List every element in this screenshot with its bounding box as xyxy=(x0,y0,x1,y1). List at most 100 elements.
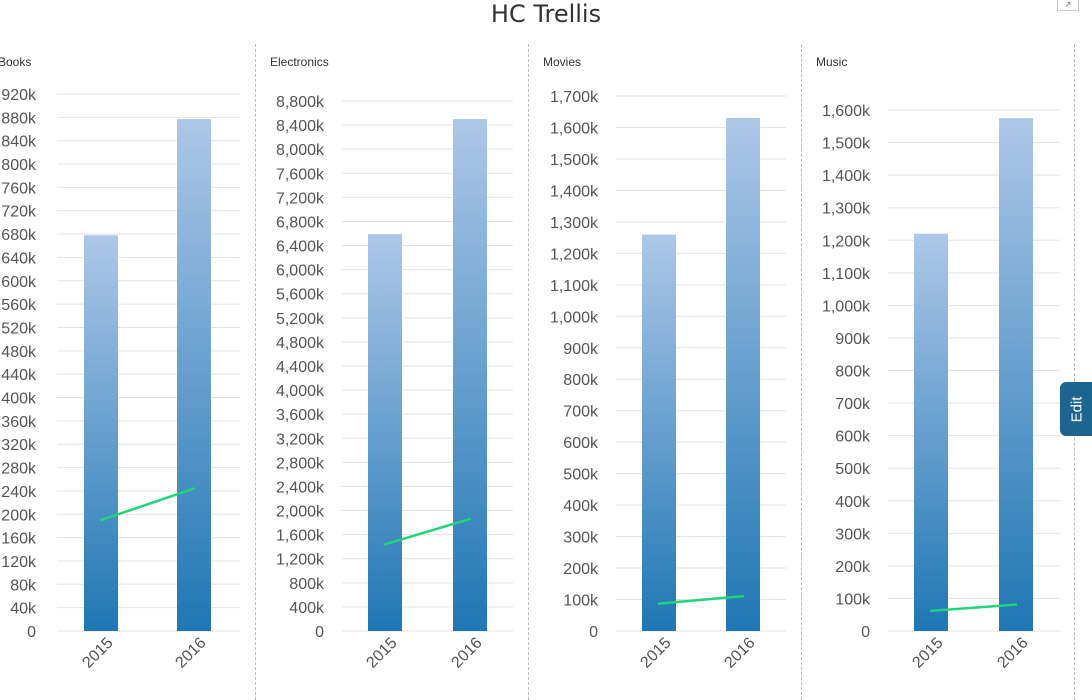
y-tick-label: 280k xyxy=(1,461,37,478)
panel-title: Books xyxy=(0,55,31,69)
y-tick-label: 800k xyxy=(835,364,871,381)
y-tick-label: 800k xyxy=(1,157,37,174)
y-tick-label: 320k xyxy=(1,437,37,454)
trend-line xyxy=(657,594,745,605)
y-tick-label: 1,000k xyxy=(822,298,871,315)
y-tick-label: 200k xyxy=(563,561,599,578)
y-tick-label: 1,300k xyxy=(550,215,599,232)
y-tick-label: 900k xyxy=(563,341,599,358)
bar xyxy=(453,119,487,632)
y-tick-label: 200k xyxy=(1,507,37,524)
x-tick-label: 2016 xyxy=(448,634,485,671)
y-tick-label: 600k xyxy=(1,274,37,291)
x-tick-label: 2016 xyxy=(172,634,209,671)
y-tick-label: 480k xyxy=(1,344,37,361)
y-tick-label: 4,000k xyxy=(276,383,325,400)
y-tick-label: 360k xyxy=(1,414,37,431)
y-tick-label: 1,600k xyxy=(550,120,599,137)
panel-divider xyxy=(255,44,256,700)
y-tick-label: 3,600k xyxy=(276,407,325,424)
y-tick-label: 7,200k xyxy=(276,190,325,207)
y-tick-label: 80k xyxy=(10,577,37,594)
y-tick-label: 0 xyxy=(315,624,324,641)
y-tick-label: 1,200k xyxy=(550,246,599,263)
y-tick-label: 800k xyxy=(289,576,325,593)
y-tick-label: 1,600k xyxy=(276,528,325,545)
y-tick-label: 0 xyxy=(861,624,870,641)
x-tick-label: 2015 xyxy=(637,634,674,671)
y-tick-label: 920k xyxy=(1,87,37,104)
y-tick-label: 6,000k xyxy=(276,263,325,280)
y-tick-label: 6,400k xyxy=(276,239,325,256)
panel-title: Music xyxy=(816,55,847,69)
panel-title: Movies xyxy=(543,55,581,69)
y-tick-label: 4,800k xyxy=(276,335,325,352)
y-tick-label: 1,400k xyxy=(822,168,871,185)
bar xyxy=(914,233,948,632)
y-tick-label: 4,400k xyxy=(276,359,325,376)
y-tick-label: 100k xyxy=(563,593,599,610)
y-tick-label: 640k xyxy=(1,250,37,267)
y-tick-label: 720k xyxy=(1,204,37,221)
y-tick-label: 900k xyxy=(835,331,871,348)
y-tick-label: 1,400k xyxy=(550,183,599,200)
y-tick-label: 8,000k xyxy=(276,142,325,159)
x-tick-label: 2016 xyxy=(721,634,758,671)
x-tick-label: 2016 xyxy=(994,634,1031,671)
y-tick-label: 1,100k xyxy=(822,266,871,283)
y-tick-label: 6,800k xyxy=(276,214,325,231)
y-tick-label: 560k xyxy=(1,297,37,314)
expand-icon[interactable]: ↗ xyxy=(1057,0,1079,11)
bar xyxy=(642,234,676,631)
y-tick-label: 2,400k xyxy=(276,479,325,496)
y-tick-label: 1,100k xyxy=(550,278,599,295)
bar xyxy=(999,118,1033,631)
trend-line xyxy=(929,603,1018,613)
y-tick-label: 1,500k xyxy=(550,152,599,169)
y-tick-label: 700k xyxy=(563,404,599,421)
y-tick-label: 680k xyxy=(1,227,37,244)
y-tick-label: 760k xyxy=(1,180,37,197)
y-tick-label: 1,200k xyxy=(276,552,325,569)
y-tick-label: 1,700k xyxy=(550,89,599,106)
trend-line xyxy=(383,517,472,546)
y-tick-label: 400k xyxy=(563,498,599,515)
y-tick-label: 100k xyxy=(835,591,871,608)
y-tick-label: 1,300k xyxy=(822,201,871,218)
y-tick-label: 840k xyxy=(1,134,37,151)
y-tick-label: 700k xyxy=(835,396,871,413)
y-tick-label: 5,600k xyxy=(276,287,325,304)
y-tick-label: 1,500k xyxy=(822,136,871,153)
edit-label: Edit xyxy=(1068,396,1086,422)
y-tick-label: 880k xyxy=(1,110,37,127)
panel-title: Electronics xyxy=(270,55,329,69)
y-tick-label: 2,000k xyxy=(276,504,325,521)
y-tick-label: 8,800k xyxy=(276,94,325,111)
y-tick-label: 1,600k xyxy=(822,103,871,120)
y-tick-label: 400k xyxy=(835,494,871,511)
y-tick-label: 0 xyxy=(589,624,598,641)
bar xyxy=(84,235,118,632)
y-tick-label: 1,000k xyxy=(550,309,599,326)
bar xyxy=(726,118,760,631)
panel-divider xyxy=(528,44,529,700)
panel-divider xyxy=(1074,44,1075,700)
y-tick-label: 500k xyxy=(835,461,871,478)
y-tick-label: 7,600k xyxy=(276,166,325,183)
x-tick-label: 2015 xyxy=(363,634,400,671)
y-tick-label: 40k xyxy=(10,601,37,618)
y-tick-label: 0 xyxy=(27,624,36,641)
y-tick-label: 200k xyxy=(835,559,871,576)
y-tick-label: 240k xyxy=(1,484,37,501)
y-tick-label: 520k xyxy=(1,320,37,337)
y-tick-label: 300k xyxy=(563,530,599,547)
edit-button[interactable]: Edit xyxy=(1060,382,1092,436)
y-tick-label: 500k xyxy=(563,467,599,484)
y-tick-label: 300k xyxy=(835,526,871,543)
page-title: HC Trellis xyxy=(490,0,602,28)
trend-line xyxy=(99,487,196,522)
y-tick-label: 160k xyxy=(1,531,37,548)
y-tick-label: 1,200k xyxy=(822,233,871,250)
y-tick-label: 8,400k xyxy=(276,118,325,135)
